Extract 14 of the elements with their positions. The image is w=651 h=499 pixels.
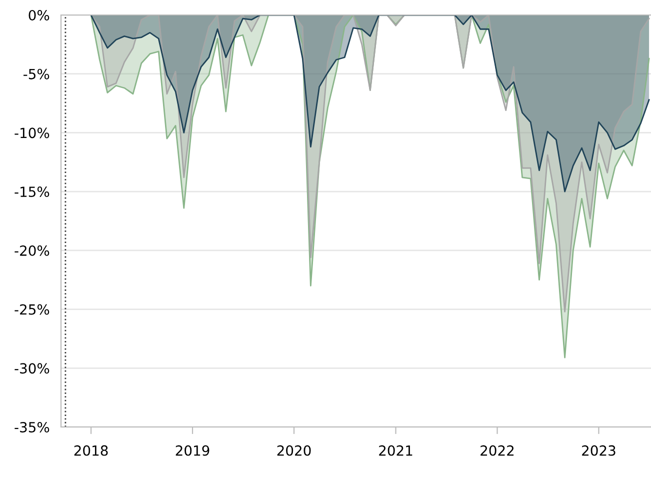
x-tick-label: 2018 — [74, 445, 108, 456]
x-tick-label: 2022 — [480, 445, 514, 456]
y-tick-label: -35% — [14, 422, 50, 432]
x-tick-label: 2020 — [277, 445, 311, 456]
x-tick-label: 2023 — [582, 445, 616, 456]
y-tick-label: -10% — [14, 128, 50, 138]
y-tick-label: -5% — [24, 68, 50, 80]
y-tick-label: -30% — [14, 363, 50, 374]
x-tick-label: 2021 — [379, 445, 412, 456]
y-tick-label: -20% — [14, 245, 50, 256]
y-tick-label: -15% — [14, 186, 50, 198]
y-tick-label: -25% — [14, 304, 50, 315]
x-tick-label: 2019 — [176, 445, 210, 456]
y-tick-label: 0% — [28, 10, 50, 20]
